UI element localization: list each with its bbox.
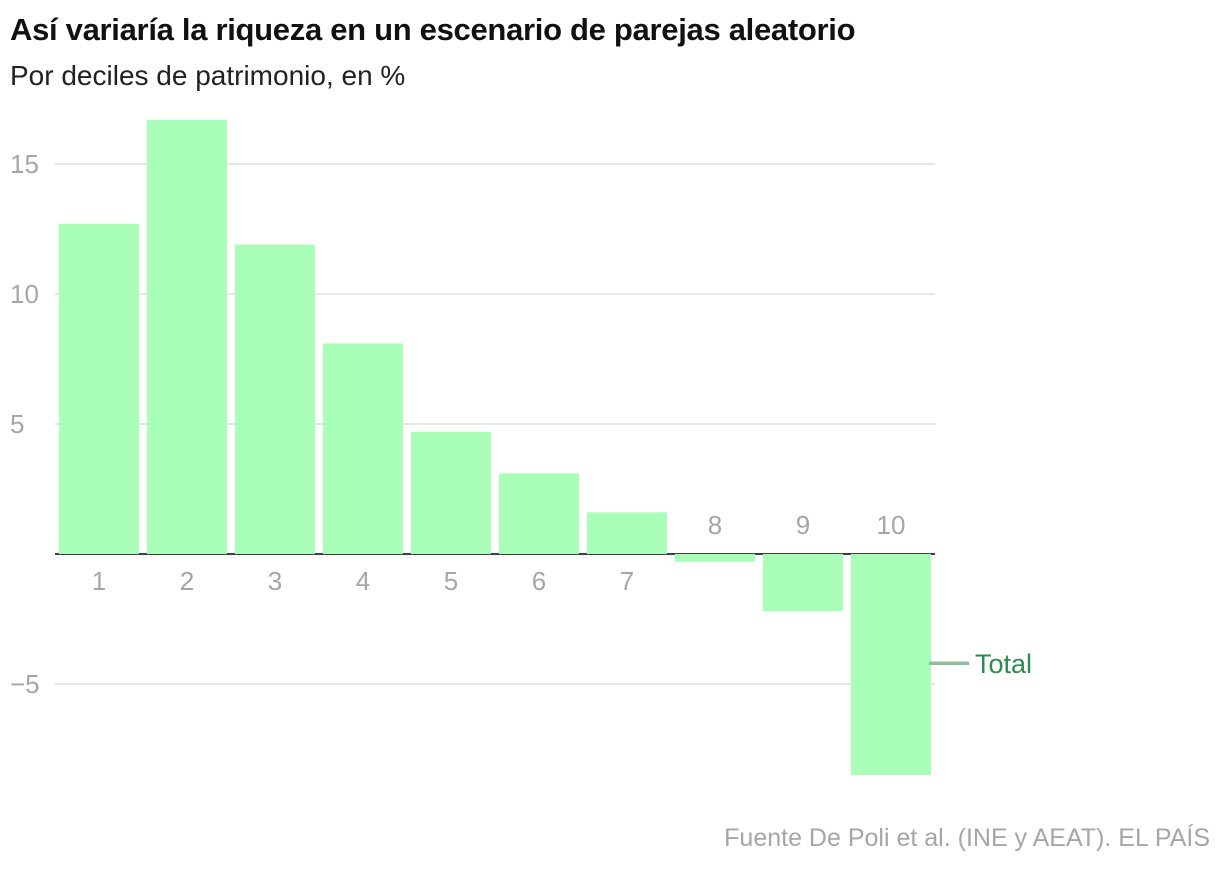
category-label: 3: [268, 566, 282, 596]
bar: [587, 512, 667, 554]
category-label: 8: [708, 510, 722, 540]
bar: [763, 554, 843, 612]
bar: [147, 119, 227, 555]
total-label: Total: [975, 649, 1032, 679]
y-tick-label: 10: [10, 279, 39, 309]
y-tick-label: 5: [10, 409, 24, 439]
bar: [411, 431, 491, 554]
category-label: 9: [796, 510, 810, 540]
category-label: 2: [180, 566, 194, 596]
bar: [59, 223, 139, 555]
total-reference: Total: [929, 649, 1032, 679]
category-label: 10: [877, 510, 906, 540]
category-label: 4: [356, 566, 370, 596]
category-label: 5: [444, 566, 458, 596]
category-label: 7: [620, 566, 634, 596]
y-tick-label: −5: [10, 669, 40, 699]
bars: [59, 119, 931, 775]
chart-title: Así variaría la riqueza en un escenario …: [10, 12, 856, 47]
category-label: 6: [532, 566, 546, 596]
bar: [675, 554, 755, 562]
y-tick-label: 15: [10, 149, 39, 179]
bar: [323, 343, 403, 554]
bar: [851, 554, 931, 775]
chart-subtitle: Por deciles de patrimonio, en %: [10, 60, 406, 91]
source-note: Fuente De Poli et al. (INE y AEAT). EL P…: [724, 824, 1210, 852]
category-labels: 1 2 3 4 5 6 7 8 9 10: [92, 510, 906, 596]
category-label: 1: [92, 566, 106, 596]
bar: [499, 473, 579, 554]
bar: [235, 244, 315, 554]
